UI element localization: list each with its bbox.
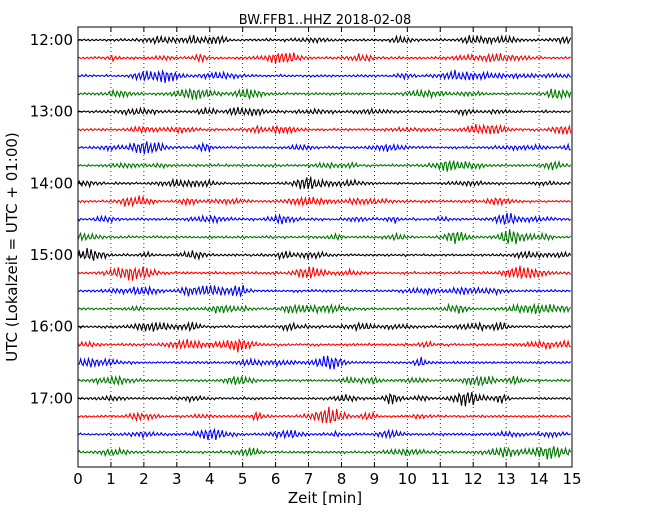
chart-title: BW.FFB1..HHZ 2018-02-08 (239, 13, 412, 28)
grid-lines (110, 27, 540, 467)
x-tick-label: 8 (337, 470, 347, 488)
y-axis: 12:00 13:00 14:00 15:00 16:00 17:00 (30, 31, 83, 407)
trace-line (77, 247, 572, 261)
y-tick-label: 13:00 (30, 103, 73, 121)
trace-line (77, 427, 572, 441)
trace-line (77, 52, 572, 64)
y-axis-label: UTC (Lokalzeit = UTC + 01:00) (3, 132, 21, 362)
y-tick-label: 15:00 (30, 246, 73, 264)
seismogram-traces (77, 34, 572, 460)
trace-line (77, 284, 572, 298)
trace-line (77, 212, 572, 225)
x-axis: 0 1 2 3 4 5 6 7 8 9 10 11 12 13 14 15 (73, 27, 582, 488)
plot-frame (77, 26, 573, 468)
trace-line (77, 69, 572, 84)
y-tick-label: 16:00 (30, 318, 73, 336)
x-axis-label: Zeit [min] (288, 489, 362, 507)
trace-line (77, 106, 571, 118)
trace-line (77, 123, 572, 136)
x-tick-label: 3 (172, 470, 182, 488)
trace-line (77, 355, 572, 370)
x-tick-label: 13 (497, 470, 516, 488)
x-tick-label: 0 (73, 470, 83, 488)
x-tick-label: 1 (106, 470, 116, 488)
x-tick-label: 6 (271, 470, 281, 488)
trace-line (77, 302, 572, 316)
trace-line (77, 34, 572, 46)
trace-line (77, 176, 572, 190)
x-tick-label: 14 (530, 470, 549, 488)
trace-line (77, 446, 572, 460)
x-tick-label: 9 (370, 470, 380, 488)
y-tick-label: 17:00 (30, 389, 73, 407)
y-tick-label: 14:00 (30, 174, 73, 192)
trace-line (77, 392, 572, 407)
x-tick-label: 5 (238, 470, 248, 488)
trace-line (77, 229, 572, 245)
trace-line (77, 159, 572, 172)
trace-line (77, 338, 572, 353)
trace-line (77, 321, 572, 333)
y-tick-label: 12:00 (30, 31, 73, 49)
trace-line (77, 141, 571, 155)
trace-line (77, 265, 572, 281)
trace-line (77, 195, 572, 208)
x-tick-label: 15 (562, 470, 581, 488)
x-tick-label: 4 (205, 470, 215, 488)
trace-line (77, 87, 572, 101)
x-tick-label: 10 (398, 470, 417, 488)
x-tick-label: 11 (431, 470, 450, 488)
x-tick-label: 12 (464, 470, 483, 488)
trace-line (77, 406, 571, 424)
trace-line (77, 374, 571, 387)
x-tick-label: 7 (304, 470, 314, 488)
x-tick-label: 2 (139, 470, 149, 488)
